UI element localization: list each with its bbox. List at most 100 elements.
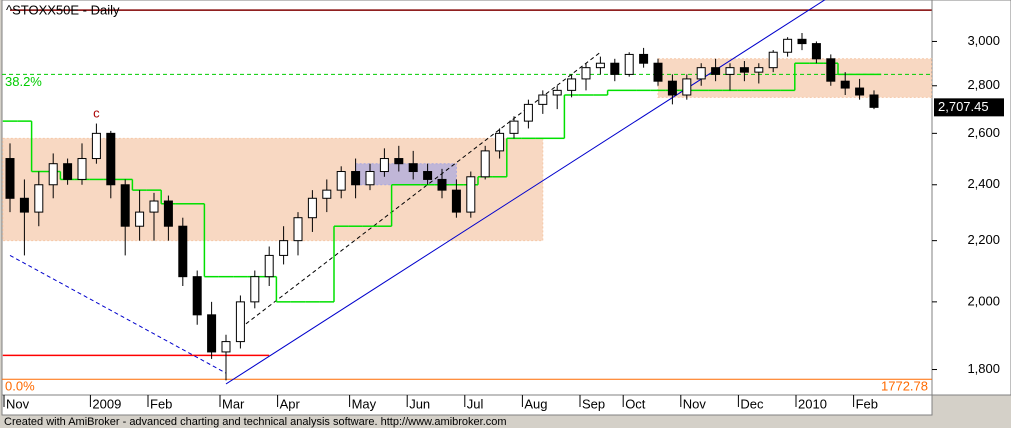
last-value-label: 2,707.45 — [938, 99, 989, 114]
candle-body — [19, 197, 29, 213]
y-tick-label: 2,000 — [967, 293, 1000, 308]
candle-body — [307, 197, 317, 219]
fib-value: 1772.78 — [881, 379, 928, 394]
x-tick-label: Mar — [222, 396, 245, 411]
candle-body — [336, 171, 346, 191]
x-tick-label: Feb — [150, 396, 172, 411]
x-tick-label: Jun — [409, 396, 430, 411]
candle-body — [581, 67, 591, 80]
candle-body — [840, 80, 850, 89]
candle-body — [77, 158, 87, 180]
candle-body — [696, 67, 706, 80]
candle-body — [495, 132, 505, 152]
candle-body — [768, 51, 778, 69]
trendline — [240, 51, 601, 329]
footer: Created with AmiBroker - advanced charti… — [4, 416, 507, 428]
y-tick-label: 2,800 — [967, 77, 1000, 92]
candle-body — [797, 38, 807, 45]
x-tick-label: Dec — [740, 396, 764, 411]
candle-body — [163, 200, 173, 227]
candle-body — [192, 276, 202, 316]
candle-body — [855, 87, 865, 96]
candle-body — [437, 178, 447, 191]
candle-body — [754, 67, 764, 73]
candle-body — [595, 62, 605, 69]
y-tick-label: 1,800 — [967, 361, 1000, 376]
candle-body — [279, 240, 289, 256]
candle-body — [610, 62, 620, 75]
candle-body — [264, 254, 274, 278]
x-tick-label: May — [352, 396, 377, 411]
x-tick-label: Apr — [280, 396, 301, 411]
candle-body — [811, 43, 821, 60]
candle-body — [567, 78, 577, 91]
candle-body — [106, 132, 116, 186]
annotation: c — [93, 105, 100, 120]
candle-body — [451, 189, 461, 213]
candle-body — [135, 211, 145, 227]
trendline — [225, 0, 826, 385]
candle-body — [365, 171, 375, 186]
x-tick-label: Nov — [683, 396, 707, 411]
chart-title: ^STOXX50E - Daily — [6, 2, 120, 17]
candle-body — [538, 94, 548, 105]
candle-body — [235, 301, 245, 343]
candle-body — [667, 80, 677, 96]
candle-body — [120, 184, 130, 227]
candle-body — [783, 38, 793, 53]
x-tick-label: Feb — [856, 396, 878, 411]
candle-body — [379, 158, 389, 173]
plot-layer: 38.2% 0.0% 1772.78 c — [2, 0, 933, 394]
candle-body — [250, 276, 260, 303]
x-tick-label: Jul — [467, 396, 484, 411]
candle-body — [480, 150, 490, 178]
candle-body — [739, 67, 749, 73]
candle-body — [869, 94, 879, 108]
candle-body — [653, 62, 663, 82]
x-axis-panel — [1, 394, 933, 416]
y-tick-label: 2,600 — [967, 125, 1000, 140]
candle-body — [221, 341, 231, 353]
candle-body — [48, 163, 58, 186]
candle-body — [5, 158, 15, 199]
x-tick-label: Oct — [625, 396, 646, 411]
candle-body — [423, 171, 433, 180]
y-tick-label: 2,200 — [967, 232, 1000, 247]
candle-body — [322, 189, 332, 199]
trendline — [9, 254, 227, 374]
axis-panel — [931, 0, 1011, 396]
candle-body — [509, 120, 519, 134]
zone — [2, 137, 544, 242]
candle-body — [624, 53, 634, 75]
candle-body — [523, 103, 533, 122]
candle-body — [207, 314, 217, 353]
candle-body — [725, 67, 735, 75]
candle-body — [408, 163, 418, 173]
candle-body — [178, 225, 188, 278]
candle-body — [34, 184, 44, 213]
x-tick-label: Sep — [582, 396, 605, 411]
candle-body — [639, 53, 649, 64]
fib-label: 0.0% — [5, 379, 35, 394]
x-tick-label: 2009 — [92, 396, 121, 411]
candle-body — [149, 200, 159, 213]
x-tick-label: 2010 — [798, 396, 827, 411]
y-tick-label: 3,000 — [967, 33, 1000, 48]
candle-body — [466, 176, 476, 213]
y-tick-label: 2,400 — [967, 176, 1000, 191]
fib-label: 38.2% — [5, 74, 42, 89]
last-value-box — [934, 98, 1004, 117]
x-tick-label: Nov — [6, 396, 30, 411]
candle-body — [682, 78, 692, 96]
candle-body — [552, 89, 562, 96]
candle-body — [394, 158, 404, 165]
candle-body — [63, 163, 73, 180]
x-tick-label: Aug — [524, 396, 547, 411]
candle-body — [826, 58, 836, 82]
candle-body — [293, 217, 303, 242]
candle-body — [91, 132, 101, 160]
candle-body — [711, 67, 721, 75]
candle-body — [351, 171, 361, 186]
